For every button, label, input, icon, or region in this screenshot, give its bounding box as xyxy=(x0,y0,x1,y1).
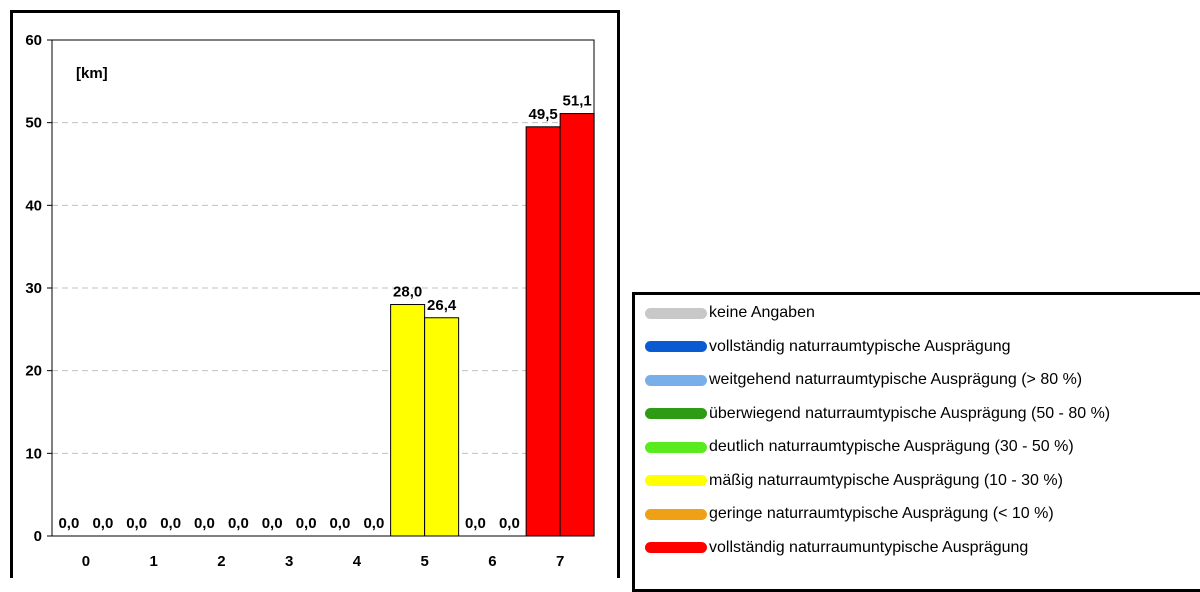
y-tick-label: 10 xyxy=(25,445,42,462)
legend-label: überwiegend naturraumtypische Ausprägung… xyxy=(709,404,1111,422)
x-tick-label: 3 xyxy=(285,553,293,570)
y-tick-label: 50 xyxy=(25,115,42,132)
legend-swatch xyxy=(645,475,707,486)
y-tick-label: 30 xyxy=(25,280,42,297)
legend-item: geringe naturraumtypische Ausprägung (< … xyxy=(645,503,1054,525)
bar xyxy=(390,304,426,537)
data-label: 0,0 xyxy=(92,515,113,532)
legend-label: keine Angaben xyxy=(709,304,815,321)
data-label: 0,0 xyxy=(126,515,147,532)
legend-label: deutlich naturraumtypische Ausprägung (3… xyxy=(709,438,1074,455)
chart-frame xyxy=(10,10,620,578)
data-label: 0,0 xyxy=(160,515,181,532)
legend-item: vollständig naturraumuntypische Ausprägu… xyxy=(645,537,1028,559)
data-label: 0,0 xyxy=(228,515,249,532)
bar xyxy=(424,317,460,537)
data-label: 0,0 xyxy=(194,515,215,532)
bar xyxy=(525,126,561,537)
data-label: 0,0 xyxy=(58,515,79,532)
bar-chart: 0 10 20 30 40 50 60 0 1 2 3 4 5 6 7 0,0 0,0 0,0 0,0 0,0 0,0… xyxy=(25,32,595,570)
legend-swatch xyxy=(645,307,707,319)
data-label: 28,0 xyxy=(393,284,422,301)
x-tick-label: 6 xyxy=(488,553,496,570)
y-tick-label: 0 xyxy=(34,528,42,545)
data-label: 0,0 xyxy=(465,515,486,532)
legend-item: vollständig naturraumtypische Ausprägung xyxy=(645,336,1011,358)
legend-item: weitgehend naturraumtypische Ausprägung … xyxy=(645,369,1082,391)
legend-label: vollständig naturraumuntypische Ausprägu… xyxy=(709,538,1029,556)
legend-item: mäßig naturraumtypische Ausprägung (10 -… xyxy=(645,470,1063,492)
x-tick-label: 7 xyxy=(556,553,564,570)
legend-label: weitgehend naturraumtypische Ausprägung … xyxy=(709,371,1083,388)
data-label: 26,4 xyxy=(427,297,457,314)
data-label: 0,0 xyxy=(499,515,520,532)
legend-label: vollständig naturraumtypische Ausprägung xyxy=(709,337,1011,355)
legend-label: geringe naturraumtypische Ausprägung (< … xyxy=(709,505,1054,522)
legend-item: keine Angaben xyxy=(645,302,815,324)
y-tick-label: 20 xyxy=(25,363,42,380)
data-label: 0,0 xyxy=(262,515,283,532)
x-tick-label: 0 xyxy=(82,553,90,570)
unit-label: [km] xyxy=(76,65,108,82)
y-tick-label: 40 xyxy=(25,197,42,214)
legend-item: deutlich naturraumtypische Ausprägung (3… xyxy=(645,436,1074,458)
x-tick-label: 2 xyxy=(217,553,225,570)
legend-label: mäßig naturraumtypische Ausprägung (10 -… xyxy=(709,471,1063,489)
x-tick-label: 4 xyxy=(353,553,362,570)
x-tick-label: 1 xyxy=(149,553,157,570)
legend-swatch xyxy=(645,408,707,419)
data-label: 49,5 xyxy=(529,106,558,123)
x-tick-label: 5 xyxy=(420,553,428,570)
data-label: 0,0 xyxy=(363,515,384,532)
legend: keine Angaben vollständig naturraumtypisc… xyxy=(632,292,1200,592)
data-label: 0,0 xyxy=(329,515,350,532)
legend-swatch xyxy=(645,374,707,386)
legend-swatch xyxy=(645,542,707,553)
legend-swatch xyxy=(645,508,707,520)
bar xyxy=(559,113,595,537)
legend-swatch xyxy=(645,441,707,453)
legend-swatch xyxy=(645,341,707,352)
legend-item: überwiegend naturraumtypische Ausprägung… xyxy=(645,403,1110,425)
y-tick-label: 60 xyxy=(25,32,42,49)
data-label: 0,0 xyxy=(296,515,317,532)
data-label: 51,1 xyxy=(563,93,592,110)
